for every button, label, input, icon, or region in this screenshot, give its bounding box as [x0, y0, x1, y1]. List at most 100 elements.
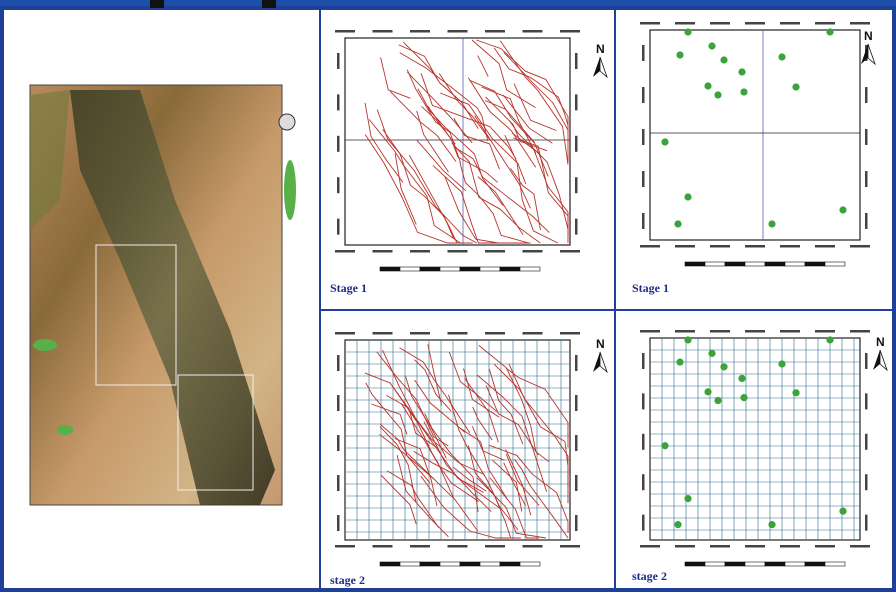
- coord-label: [815, 545, 835, 548]
- coord-label: [337, 475, 340, 491]
- point: [661, 138, 668, 145]
- coord-label: [710, 545, 730, 548]
- coord-label: [642, 393, 645, 409]
- point: [778, 53, 785, 60]
- coord-label: [575, 395, 578, 411]
- point: [792, 83, 799, 90]
- coord-label: [640, 330, 660, 333]
- point: [708, 350, 715, 357]
- point: [768, 521, 775, 528]
- vegetation: [284, 160, 296, 220]
- coord-label: [642, 434, 645, 450]
- scale-bar: [440, 267, 460, 271]
- coord-label: [865, 87, 868, 103]
- coord-label: [850, 330, 870, 333]
- coord-label: [410, 30, 430, 33]
- point: [684, 495, 691, 502]
- stage-label: Stage 1: [632, 281, 669, 295]
- point: [684, 336, 691, 343]
- coord-label: [865, 434, 868, 450]
- scale-bar: [440, 562, 460, 566]
- point: [720, 363, 727, 370]
- coord-label: [815, 330, 835, 333]
- coord-label: [710, 245, 730, 248]
- coord-label: [710, 330, 730, 333]
- coord-label: [745, 545, 765, 548]
- coord-label: [560, 545, 580, 548]
- north-label: N: [864, 29, 873, 43]
- scale-bar: [765, 562, 785, 566]
- map-frame: [650, 338, 860, 540]
- header-mark: [150, 0, 164, 8]
- coord-label: [337, 219, 340, 235]
- vegetation: [33, 339, 57, 351]
- scale-bar: [705, 262, 725, 266]
- coord-label: [523, 332, 543, 335]
- coord-label: [675, 245, 695, 248]
- coord-label: [865, 353, 868, 369]
- coord-label: [780, 330, 800, 333]
- coord-label: [560, 332, 580, 335]
- coord-label: [575, 355, 578, 371]
- logo: [279, 114, 295, 130]
- scale-bar: [460, 562, 480, 566]
- coord-label: [335, 545, 355, 548]
- point: [684, 28, 691, 35]
- coord-label: [410, 545, 430, 548]
- scale-bar: [685, 262, 705, 266]
- coord-label: [335, 250, 355, 253]
- coord-label: [642, 87, 645, 103]
- figure: NStage 1NStage 1Nstage 2Nstage 2: [0, 0, 896, 592]
- point: [738, 375, 745, 382]
- coord-label: [780, 22, 800, 25]
- point: [676, 358, 683, 365]
- coord-label: [745, 22, 765, 25]
- coord-label: [642, 171, 645, 187]
- coord-label: [642, 515, 645, 531]
- scale-bar: [805, 562, 825, 566]
- coord-label: [337, 177, 340, 193]
- coord-label: [640, 22, 660, 25]
- point: [778, 360, 785, 367]
- coord-label: [865, 474, 868, 490]
- scale-bar: [460, 267, 480, 271]
- coord-label: [640, 545, 660, 548]
- coord-label: [523, 30, 543, 33]
- coord-label: [337, 94, 340, 110]
- scale-bar: [785, 262, 805, 266]
- north-label: N: [876, 335, 885, 349]
- scale-bar: [745, 262, 765, 266]
- scale-bar: [500, 267, 520, 271]
- scale-bar: [825, 562, 845, 566]
- coord-label: [448, 250, 468, 253]
- scale-bar: [480, 267, 500, 271]
- coord-label: [865, 213, 868, 229]
- stage-label: stage 2: [632, 569, 667, 583]
- coord-label: [337, 136, 340, 152]
- point: [674, 220, 681, 227]
- coord-label: [575, 435, 578, 451]
- coord-label: [865, 393, 868, 409]
- coord-label: [642, 213, 645, 229]
- coord-label: [373, 332, 393, 335]
- scale-bar: [745, 562, 765, 566]
- coord-label: [865, 171, 868, 187]
- point: [704, 388, 711, 395]
- scale-bar: [685, 562, 705, 566]
- point: [684, 193, 691, 200]
- coord-label: [575, 177, 578, 193]
- scale-bar: [420, 562, 440, 566]
- scale-bar: [400, 267, 420, 271]
- coord-label: [642, 353, 645, 369]
- point: [714, 91, 721, 98]
- coord-label: [815, 22, 835, 25]
- scale-bar: [520, 562, 540, 566]
- coord-label: [485, 332, 505, 335]
- coord-label: [780, 245, 800, 248]
- stage-label: Stage 1: [330, 281, 367, 295]
- coord-label: [850, 545, 870, 548]
- coord-label: [560, 250, 580, 253]
- coord-label: [850, 245, 870, 248]
- scale-bar: [520, 267, 540, 271]
- coord-label: [337, 355, 340, 371]
